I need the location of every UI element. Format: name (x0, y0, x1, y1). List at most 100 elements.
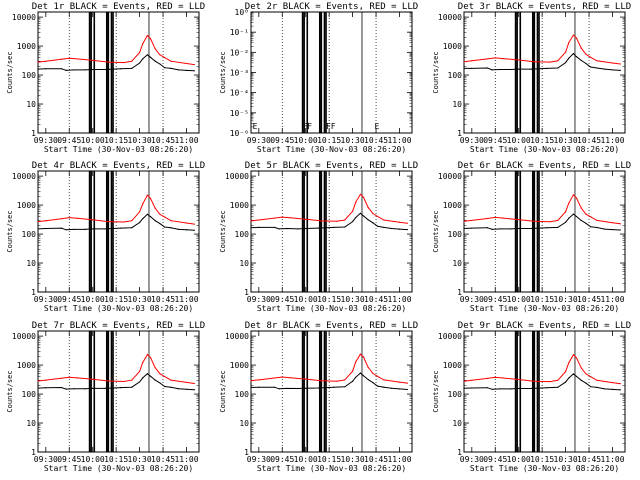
x-tick-label: 10:45 (364, 136, 388, 145)
series-lld-point (549, 221, 551, 223)
series-events-point (154, 220, 156, 222)
y-tick-label: 1 (244, 448, 249, 457)
series-lld-point (585, 53, 587, 55)
series-events-point (572, 52, 575, 55)
series-lld-point (344, 379, 346, 381)
series-events-point (104, 228, 106, 230)
series-events-point (518, 387, 520, 390)
series-lld-point (406, 382, 408, 384)
series-events-point (305, 387, 307, 389)
series-lld-point (142, 203, 144, 205)
x-tick-label: 09:30 (34, 295, 58, 304)
series-events-point (120, 386, 122, 389)
series-lld-point (596, 60, 598, 62)
y-tick-label: 100 (22, 71, 37, 80)
series-events-point (170, 227, 172, 229)
series-lld-point (355, 361, 357, 363)
series-lld-point (355, 201, 357, 203)
series-events-point (486, 387, 489, 389)
series-events-point (131, 386, 133, 388)
series-lld-point (572, 354, 575, 356)
x-tick-label: 09:45 (483, 455, 507, 464)
series-events-point (104, 68, 106, 71)
y-tick-label: 1 (31, 448, 36, 457)
series-lld-point (154, 48, 156, 50)
panel-title: Det 5r BLACK = Events, RED = LLD (245, 161, 418, 171)
series-events-point (585, 62, 587, 65)
y-tick-label: 10000 (12, 172, 36, 181)
series-events-point (518, 68, 520, 70)
series-events-point (499, 388, 501, 390)
series-events-point (367, 379, 369, 381)
series-lld-point (146, 34, 149, 37)
series-lld-point (170, 220, 172, 222)
series-events-point (297, 387, 299, 390)
y-tick-label: 10 (26, 419, 36, 428)
x-tick-label: 11:00 (600, 295, 624, 304)
series-lld-point (281, 216, 283, 218)
series-events-point (499, 228, 501, 230)
x-tick-label: 10:30 (554, 136, 578, 145)
series-events-point (139, 381, 141, 383)
panel-title: Det 4r BLACK = Events, RED = LLD (32, 161, 205, 171)
series-events-point (154, 379, 156, 381)
series-lld-point (611, 382, 614, 384)
series-events-point (37, 387, 39, 389)
series-lld-point (45, 220, 47, 222)
series-lld-point (76, 377, 78, 379)
series-lld-point (289, 377, 291, 379)
series-events-point (45, 68, 47, 70)
y-tick-label: 100 (448, 390, 463, 399)
series-events-point (510, 228, 512, 230)
series-events-point (84, 388, 86, 390)
x-axis-label: Start Time (30-Nov-03 08:26:20) (44, 145, 193, 154)
series-lld-point (149, 38, 152, 40)
x-tick-label: 09:30 (34, 136, 58, 145)
y-axis-label: Counts/sec (432, 51, 440, 93)
series-lld-point (494, 216, 496, 219)
series-lld-point (362, 356, 365, 358)
panel-title: Det 6r BLACK = Events, RED = LLD (458, 161, 631, 171)
x-axis-label: Start Time (30-Nov-03 08:26:20) (44, 304, 193, 313)
panel-title: Det 9r BLACK = Events, RED = LLD (458, 321, 631, 331)
series-lld-point (273, 217, 276, 219)
series-lld-point (572, 194, 575, 196)
series-lld-point (372, 372, 374, 375)
series-lld-point (258, 379, 260, 381)
panel-3: Det 3r BLACK = Events, RED = LLD 1 10 100 10… (432, 2, 631, 154)
series-events-point (530, 387, 532, 390)
y-tick-label: 100 (235, 230, 250, 239)
series-lld-point (139, 51, 141, 54)
series-events-point (142, 377, 144, 379)
y-tick-label: 1000 (443, 42, 462, 51)
series-events-point (355, 216, 357, 219)
series-events-point (60, 227, 63, 229)
series-events-point (185, 69, 188, 71)
series-lld-point (250, 220, 252, 222)
series-events-point (372, 222, 374, 224)
series-lld-point (557, 379, 559, 381)
series-events-point (65, 229, 67, 231)
series-events-point (178, 228, 180, 230)
series-lld-point (502, 57, 504, 60)
series-events-point (568, 217, 570, 219)
plot-frame (250, 11, 413, 134)
series-events-point (131, 227, 133, 229)
series-lld-point (471, 379, 473, 381)
series-lld-point (549, 381, 551, 383)
y-tick-label: 10 (452, 419, 462, 428)
series-lld-point (170, 60, 172, 62)
y-tick-label: 1000 (230, 201, 249, 210)
series-lld-point (154, 207, 156, 209)
y-tick-label: 10 (26, 259, 36, 268)
y-tick-label: 10⁻¹ (230, 28, 249, 37)
series-events-point (37, 228, 39, 230)
panel-4: Det 4r BLACK = Events, RED = LLD 1 10 100 10… (6, 161, 205, 313)
series-lld-point (580, 207, 582, 209)
series-events-point (178, 388, 180, 390)
series-events-point (471, 227, 473, 229)
series-lld-point (486, 377, 489, 379)
x-tick-label: 10:45 (364, 295, 388, 304)
series-events-point (286, 227, 288, 230)
